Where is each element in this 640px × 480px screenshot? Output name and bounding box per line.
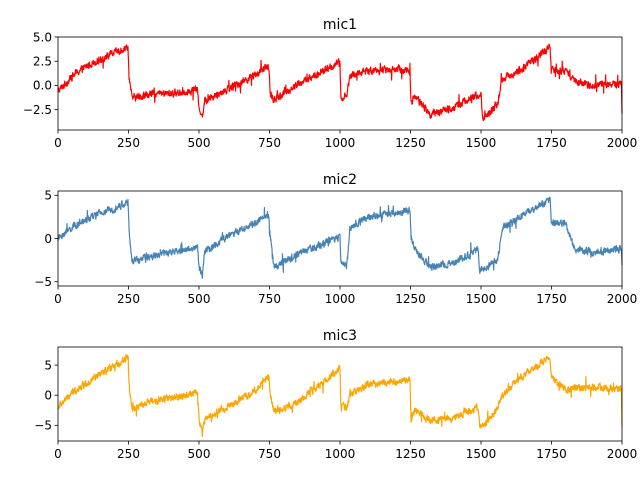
- subplot-mic1: mic1 0 250 500 750 1000 1250 1500 1750 2000 5.0 2.…: [23, 17, 637, 150]
- x-tick-label: 1500: [466, 447, 497, 461]
- y-tick-label: 0: [44, 232, 52, 246]
- x-tick-label: 1500: [466, 136, 497, 150]
- x-tick-label: 2000: [607, 292, 638, 306]
- series-line-mic2: [57, 196, 623, 279]
- axes-frame: [57, 346, 623, 442]
- y-tick-label: 5.0: [33, 30, 52, 44]
- y-tick-label: 0: [44, 389, 52, 403]
- y-tick-label: −5: [34, 419, 52, 433]
- y-tick-label: −2.5: [23, 103, 52, 117]
- x-tick-label: 750: [258, 447, 281, 461]
- x-tick-label: 1000: [325, 136, 356, 150]
- y-tick-label: 5: [44, 189, 52, 203]
- x-tick-label: 1500: [466, 292, 497, 306]
- x-tick-label: 2000: [607, 136, 638, 150]
- x-tick-label: 500: [188, 292, 211, 306]
- x-tick-label: 750: [258, 136, 281, 150]
- series-line-mic1: [57, 43, 623, 122]
- x-tick-label: 1750: [536, 136, 567, 150]
- x-tick-label: 250: [117, 292, 140, 306]
- x-tick-label: 2000: [607, 447, 638, 461]
- x-tick-label: 1750: [536, 292, 567, 306]
- x-tick-label: 0: [54, 136, 62, 150]
- x-tick-label: 500: [188, 447, 211, 461]
- x-tick-label: 1250: [395, 136, 426, 150]
- x-tick-label: 500: [188, 136, 211, 150]
- x-tick-label: 750: [258, 292, 281, 306]
- y-tick-label: 0.0: [33, 79, 52, 93]
- x-tick-label: 1250: [395, 447, 426, 461]
- x-tick-label: 0: [54, 447, 62, 461]
- axes-frame: [57, 36, 623, 131]
- x-tick-label: 1750: [536, 447, 567, 461]
- axes-frame: [57, 190, 623, 287]
- x-tick-label: 250: [117, 136, 140, 150]
- plot-title: mic3: [323, 328, 357, 344]
- plot-title: mic1: [323, 17, 357, 33]
- x-tick-label: 1000: [325, 292, 356, 306]
- y-tick-label: 2.5: [33, 55, 52, 69]
- x-tick-label: 1000: [325, 447, 356, 461]
- x-tick-label: 250: [117, 447, 140, 461]
- y-tick-label: 5: [44, 358, 52, 372]
- series-line-mic3: [57, 354, 623, 437]
- x-tick-label: 0: [54, 292, 62, 306]
- y-tick-label: −5: [34, 275, 52, 289]
- plot-title: mic2: [323, 172, 357, 188]
- x-tick-label: 1250: [395, 292, 426, 306]
